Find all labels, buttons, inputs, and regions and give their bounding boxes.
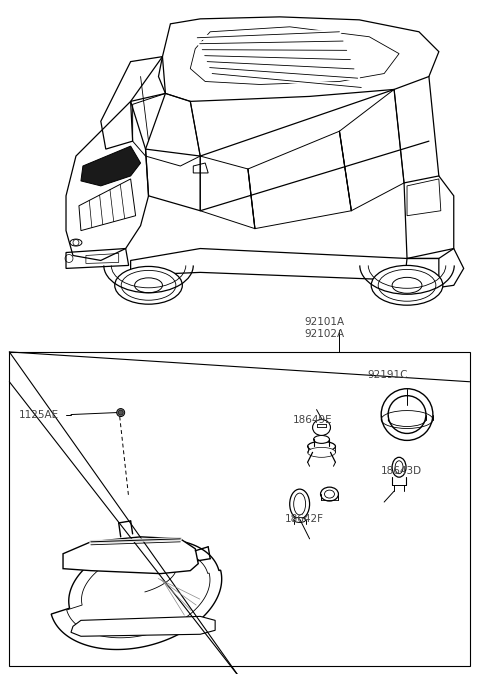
Text: 18649E: 18649E: [293, 414, 332, 425]
Ellipse shape: [308, 448, 336, 457]
Ellipse shape: [294, 493, 306, 515]
Ellipse shape: [294, 517, 306, 523]
Text: 92102A: 92102A: [305, 329, 345, 339]
Text: 18642F: 18642F: [285, 514, 324, 524]
Polygon shape: [81, 146, 141, 186]
Circle shape: [118, 410, 123, 415]
Ellipse shape: [395, 461, 403, 474]
Polygon shape: [63, 537, 198, 574]
Ellipse shape: [313, 435, 329, 443]
Ellipse shape: [388, 395, 426, 433]
Ellipse shape: [371, 266, 443, 305]
Bar: [9, 352, 469, 666]
Polygon shape: [71, 617, 215, 636]
Ellipse shape: [308, 441, 336, 452]
Ellipse shape: [324, 490, 335, 498]
Ellipse shape: [321, 487, 338, 501]
Ellipse shape: [115, 266, 182, 304]
Ellipse shape: [392, 457, 406, 477]
Text: 92101A: 92101A: [305, 317, 345, 327]
Ellipse shape: [381, 389, 433, 440]
Text: 18643D: 18643D: [381, 466, 422, 476]
Ellipse shape: [290, 489, 310, 519]
Text: 92191C: 92191C: [367, 370, 408, 380]
Ellipse shape: [312, 420, 330, 435]
Polygon shape: [51, 539, 222, 650]
Circle shape: [117, 408, 125, 416]
Text: 1125AE: 1125AE: [19, 410, 60, 420]
